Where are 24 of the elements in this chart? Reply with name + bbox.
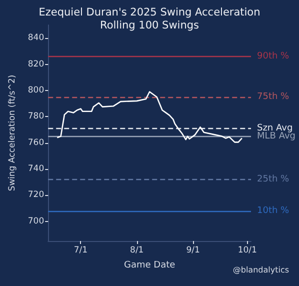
- ref-line-label: 75th %: [257, 92, 290, 102]
- x-axis-title: Game Date: [124, 260, 176, 270]
- ref-line-label: 90th %: [257, 51, 290, 62]
- y-tick-label: 820: [28, 59, 44, 70]
- chart-title: Ezequiel Duran's 2025 Swing Acceleration: [38, 6, 260, 18]
- line-series: [56, 91, 243, 143]
- y-tick-label: 780: [28, 112, 44, 122]
- text: @blandalytics: [232, 266, 289, 274]
- x-tick-label: 10/1: [238, 246, 257, 256]
- x-tick-label: 8/1: [130, 246, 144, 256]
- y-tick-label: 700: [28, 216, 44, 226]
- y-tick-label: 760: [28, 138, 44, 148]
- x-tick-label: 9/1: [186, 246, 200, 256]
- y-tick-label: 720: [28, 190, 44, 200]
- chart-subtitle: Rolling 100 Swings: [100, 20, 199, 32]
- y-tick-label: 800: [28, 85, 44, 96]
- x-tick-label: 7/1: [74, 246, 88, 256]
- ref-line-label: 10th %: [257, 206, 290, 216]
- ref-line-label: Szn Avg: [257, 123, 293, 134]
- y-tick-label: 740: [28, 164, 44, 174]
- y-tick-label: 840: [28, 33, 44, 44]
- ref-line-label: 25th %: [257, 174, 290, 184]
- y-axis-title: Swing Acceleration (ft/s^2): [8, 74, 18, 192]
- ref-line-label: MLB Avg: [257, 131, 296, 142]
